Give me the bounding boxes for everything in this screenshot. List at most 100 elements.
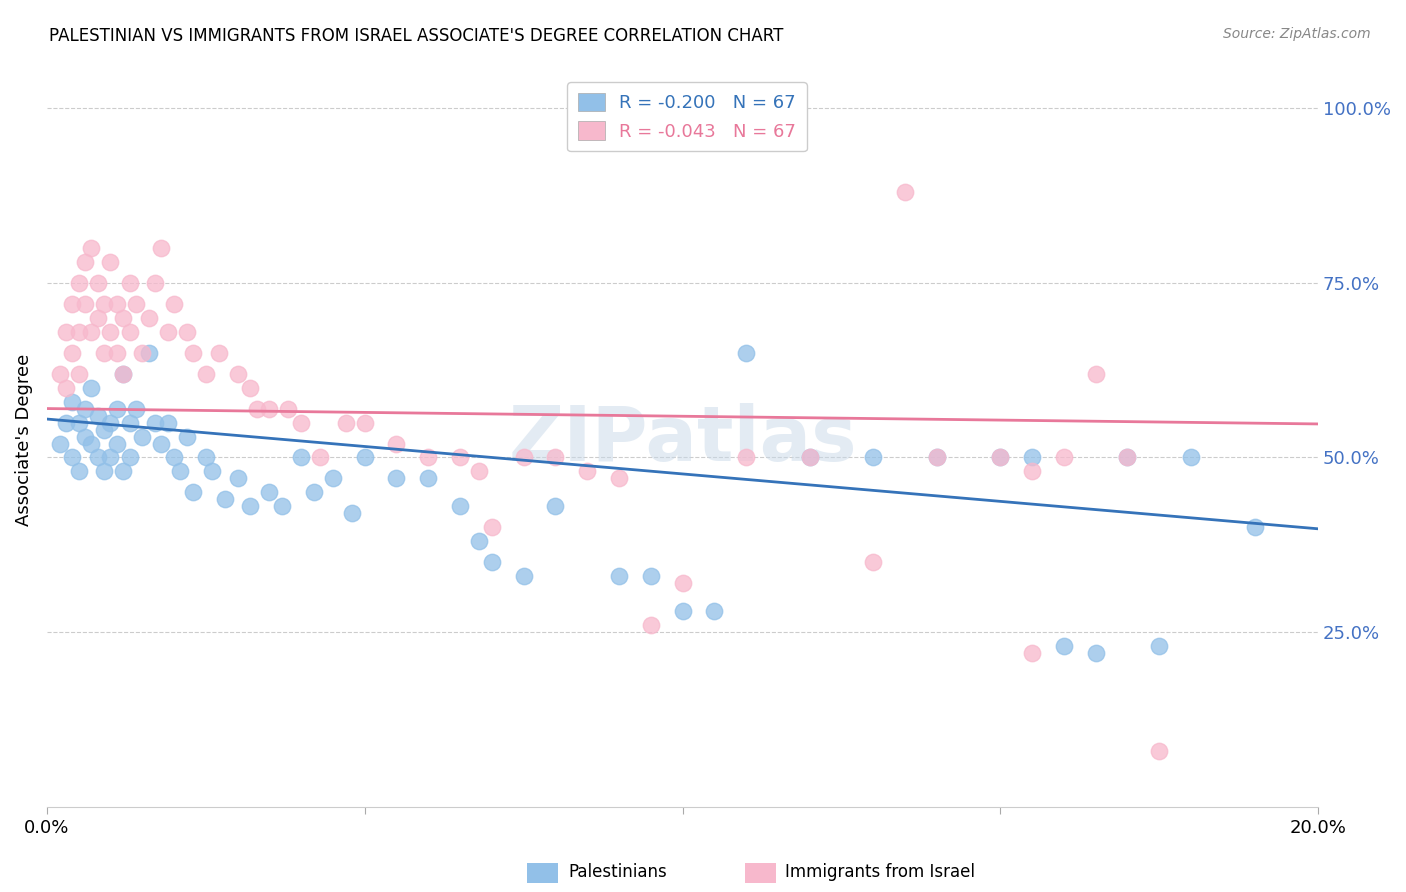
- Point: [163, 296, 186, 310]
- Point: [138, 345, 160, 359]
- Point: [512, 569, 534, 583]
- Point: [1053, 450, 1076, 465]
- Point: [55, 325, 77, 339]
- Point: [385, 471, 408, 485]
- Point: [181, 345, 204, 359]
- Text: PALESTINIAN VS IMMIGRANTS FROM ISRAEL ASSOCIATE'S DEGREE CORRELATION CHART: PALESTINIAN VS IMMIGRANTS FROM ISRAEL AS…: [49, 27, 783, 45]
- Point: [105, 436, 128, 450]
- Point: [353, 416, 375, 430]
- Point: [80, 381, 103, 395]
- Point: [1084, 367, 1107, 381]
- Point: [181, 485, 204, 500]
- Point: [100, 450, 122, 465]
- Point: [385, 436, 408, 450]
- Point: [1147, 744, 1170, 758]
- Point: [156, 416, 179, 430]
- Point: [67, 465, 90, 479]
- Point: [93, 423, 115, 437]
- Point: [468, 465, 491, 479]
- Point: [703, 604, 725, 618]
- Point: [60, 394, 83, 409]
- Point: [468, 534, 491, 549]
- Point: [131, 429, 153, 443]
- Point: [112, 367, 135, 381]
- Point: [73, 429, 96, 443]
- Point: [862, 555, 884, 569]
- Point: [988, 450, 1011, 465]
- Point: [67, 325, 90, 339]
- Point: [335, 416, 357, 430]
- Point: [290, 416, 312, 430]
- Point: [87, 276, 110, 290]
- Point: [93, 296, 115, 310]
- Point: [925, 450, 948, 465]
- Point: [60, 450, 83, 465]
- Point: [48, 436, 70, 450]
- Point: [862, 450, 884, 465]
- Point: [799, 450, 821, 465]
- Text: Source: ZipAtlas.com: Source: ZipAtlas.com: [1223, 27, 1371, 41]
- Point: [449, 500, 471, 514]
- Legend: R = -0.200   N = 67, R = -0.043   N = 67: R = -0.200 N = 67, R = -0.043 N = 67: [567, 82, 807, 152]
- Point: [80, 241, 103, 255]
- Point: [1021, 646, 1043, 660]
- Point: [246, 401, 269, 416]
- Point: [544, 450, 567, 465]
- Point: [105, 296, 128, 310]
- Point: [176, 429, 198, 443]
- Point: [93, 345, 115, 359]
- Point: [118, 325, 141, 339]
- Point: [60, 296, 83, 310]
- Point: [93, 465, 115, 479]
- Point: [55, 416, 77, 430]
- Point: [925, 450, 948, 465]
- Point: [671, 576, 693, 591]
- Point: [194, 450, 217, 465]
- Point: [125, 296, 148, 310]
- Point: [322, 471, 344, 485]
- Point: [340, 507, 363, 521]
- Point: [143, 276, 166, 290]
- Point: [1243, 520, 1265, 534]
- Point: [259, 485, 281, 500]
- Point: [105, 401, 128, 416]
- Point: [143, 416, 166, 430]
- Point: [1021, 450, 1043, 465]
- Point: [118, 416, 141, 430]
- Point: [607, 569, 630, 583]
- Point: [512, 450, 534, 465]
- Point: [163, 450, 186, 465]
- Point: [87, 450, 110, 465]
- Point: [169, 465, 191, 479]
- Point: [894, 185, 917, 199]
- Point: [607, 471, 630, 485]
- Point: [418, 450, 440, 465]
- Point: [138, 310, 160, 325]
- Point: [1053, 640, 1076, 654]
- Point: [1116, 450, 1139, 465]
- Point: [100, 416, 122, 430]
- Point: [112, 465, 135, 479]
- Point: [576, 465, 599, 479]
- Point: [226, 471, 249, 485]
- Text: ZIPatlas: ZIPatlas: [508, 403, 856, 477]
- Point: [239, 381, 262, 395]
- Point: [105, 345, 128, 359]
- Point: [239, 500, 262, 514]
- Point: [194, 367, 217, 381]
- Point: [112, 367, 135, 381]
- Point: [799, 450, 821, 465]
- Point: [176, 325, 198, 339]
- Point: [55, 381, 77, 395]
- Point: [80, 325, 103, 339]
- Point: [640, 569, 662, 583]
- Point: [67, 276, 90, 290]
- Point: [73, 401, 96, 416]
- Point: [118, 450, 141, 465]
- Point: [150, 436, 173, 450]
- Point: [1116, 450, 1139, 465]
- Point: [1147, 640, 1170, 654]
- Point: [988, 450, 1011, 465]
- Point: [118, 276, 141, 290]
- Point: [207, 345, 229, 359]
